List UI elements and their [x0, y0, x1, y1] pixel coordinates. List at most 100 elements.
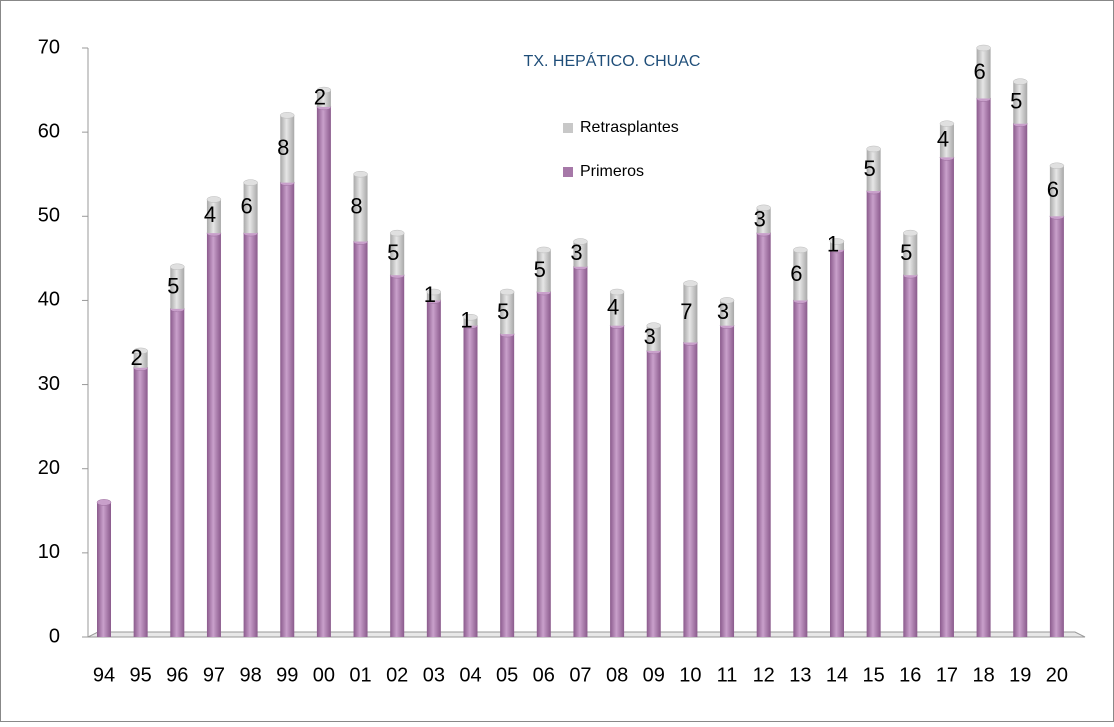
y-tick-label: 60 — [38, 120, 60, 142]
x-tick-label: 07 — [569, 664, 591, 686]
x-tick-label: 05 — [496, 664, 518, 686]
bar-top — [903, 229, 918, 237]
x-tick-label: 20 — [1046, 664, 1068, 686]
bar-top — [316, 86, 332, 94]
y-tick-label: 30 — [38, 373, 60, 395]
bar-segment — [573, 266, 588, 637]
bar-top — [793, 246, 808, 254]
data-label: 6 — [240, 194, 252, 219]
data-label: 1 — [460, 307, 472, 332]
bar-segment — [830, 241, 844, 250]
bar-segment — [280, 115, 295, 183]
bar-top — [463, 314, 478, 321]
bar-segment — [720, 325, 735, 637]
bar-segment — [243, 233, 258, 637]
x-tick-label: 98 — [239, 664, 261, 686]
x-tick-label: 04 — [459, 664, 481, 686]
data-label: 3 — [717, 299, 729, 324]
legend-label: Primeros — [580, 163, 644, 180]
bar-top — [96, 499, 112, 506]
y-tick-label: 20 — [38, 457, 60, 479]
bar-segment — [976, 98, 991, 637]
legend-swatch — [563, 167, 573, 177]
x-tick-label: 03 — [423, 664, 445, 686]
bar-top — [243, 179, 258, 186]
bar-segment — [390, 275, 405, 637]
bar-segment — [170, 308, 185, 637]
bar-segment — [316, 90, 331, 107]
bar-top — [499, 288, 515, 296]
bar-segment — [206, 233, 221, 637]
bar-segment — [170, 266, 185, 309]
bar-segment — [353, 174, 368, 242]
data-label: 5 — [497, 299, 509, 324]
x-tick-label: 02 — [386, 664, 408, 686]
bar-top — [866, 145, 881, 153]
x-tick-label: 15 — [863, 664, 885, 686]
x-tick-label: 19 — [1009, 664, 1031, 686]
bar-top — [536, 246, 552, 254]
bar-segment — [426, 292, 441, 301]
data-label: 4 — [607, 295, 619, 320]
x-tick-label: 13 — [789, 664, 811, 686]
bar-segment — [720, 300, 735, 326]
bar-top — [829, 238, 845, 245]
data-label: 7 — [680, 299, 692, 324]
bar-segment — [646, 325, 661, 351]
bar-segment — [1049, 165, 1064, 217]
data-label: 2 — [314, 84, 326, 109]
bar-segment — [280, 182, 295, 637]
bar-segment — [500, 292, 515, 335]
bar-segment — [573, 241, 588, 267]
bar-top — [280, 112, 295, 119]
bar-top — [426, 288, 442, 296]
data-label: 1 — [827, 232, 839, 257]
bar-top — [609, 288, 625, 296]
bar-segment — [793, 300, 808, 637]
legend-swatch — [563, 123, 573, 133]
bar-segment — [390, 233, 405, 276]
x-tick-label: 12 — [753, 664, 775, 686]
data-label: 3 — [754, 206, 766, 231]
bar-top — [389, 229, 405, 237]
data-label: 1 — [424, 282, 436, 307]
data-label: 4 — [204, 202, 216, 227]
bar-top — [1013, 78, 1028, 85]
bar-segment — [97, 502, 111, 637]
bar-segment — [903, 233, 918, 276]
bar-segment — [939, 157, 954, 637]
y-tick-label: 40 — [38, 289, 60, 311]
y-tick-label: 70 — [38, 36, 60, 58]
bar-top — [719, 297, 735, 304]
data-label: 5 — [1010, 89, 1022, 114]
y-tick-label: 50 — [38, 205, 60, 227]
chart-title: TX. HEPÁTICO. CHUAC — [524, 51, 701, 70]
x-tick-label: 01 — [349, 664, 371, 686]
bar-top — [1049, 162, 1065, 170]
x-tick-label: 00 — [313, 664, 335, 686]
bar-top — [133, 347, 148, 355]
data-label: 2 — [131, 345, 143, 370]
data-label: 4 — [937, 126, 949, 151]
x-tick-label: 96 — [166, 664, 188, 686]
x-tick-label: 06 — [533, 664, 555, 686]
x-tick-label: 94 — [93, 664, 115, 686]
y-tick-label: 0 — [49, 625, 60, 647]
x-tick-label: 14 — [826, 664, 848, 686]
x-tick-label: 18 — [972, 664, 994, 686]
data-label: 3 — [644, 324, 656, 349]
bar-top — [756, 204, 771, 212]
bar-top — [353, 170, 368, 178]
bar-top — [573, 238, 588, 245]
y-tick-label: 10 — [38, 541, 60, 563]
bar-segment — [866, 148, 881, 192]
data-label: 5 — [534, 257, 546, 282]
bar-segment — [939, 123, 954, 158]
data-label: 5 — [387, 240, 399, 265]
bar-segment — [683, 283, 698, 343]
bar-segment — [903, 275, 918, 637]
bar-top — [976, 44, 991, 52]
bar-segment — [500, 334, 515, 637]
data-label: 8 — [277, 135, 289, 160]
